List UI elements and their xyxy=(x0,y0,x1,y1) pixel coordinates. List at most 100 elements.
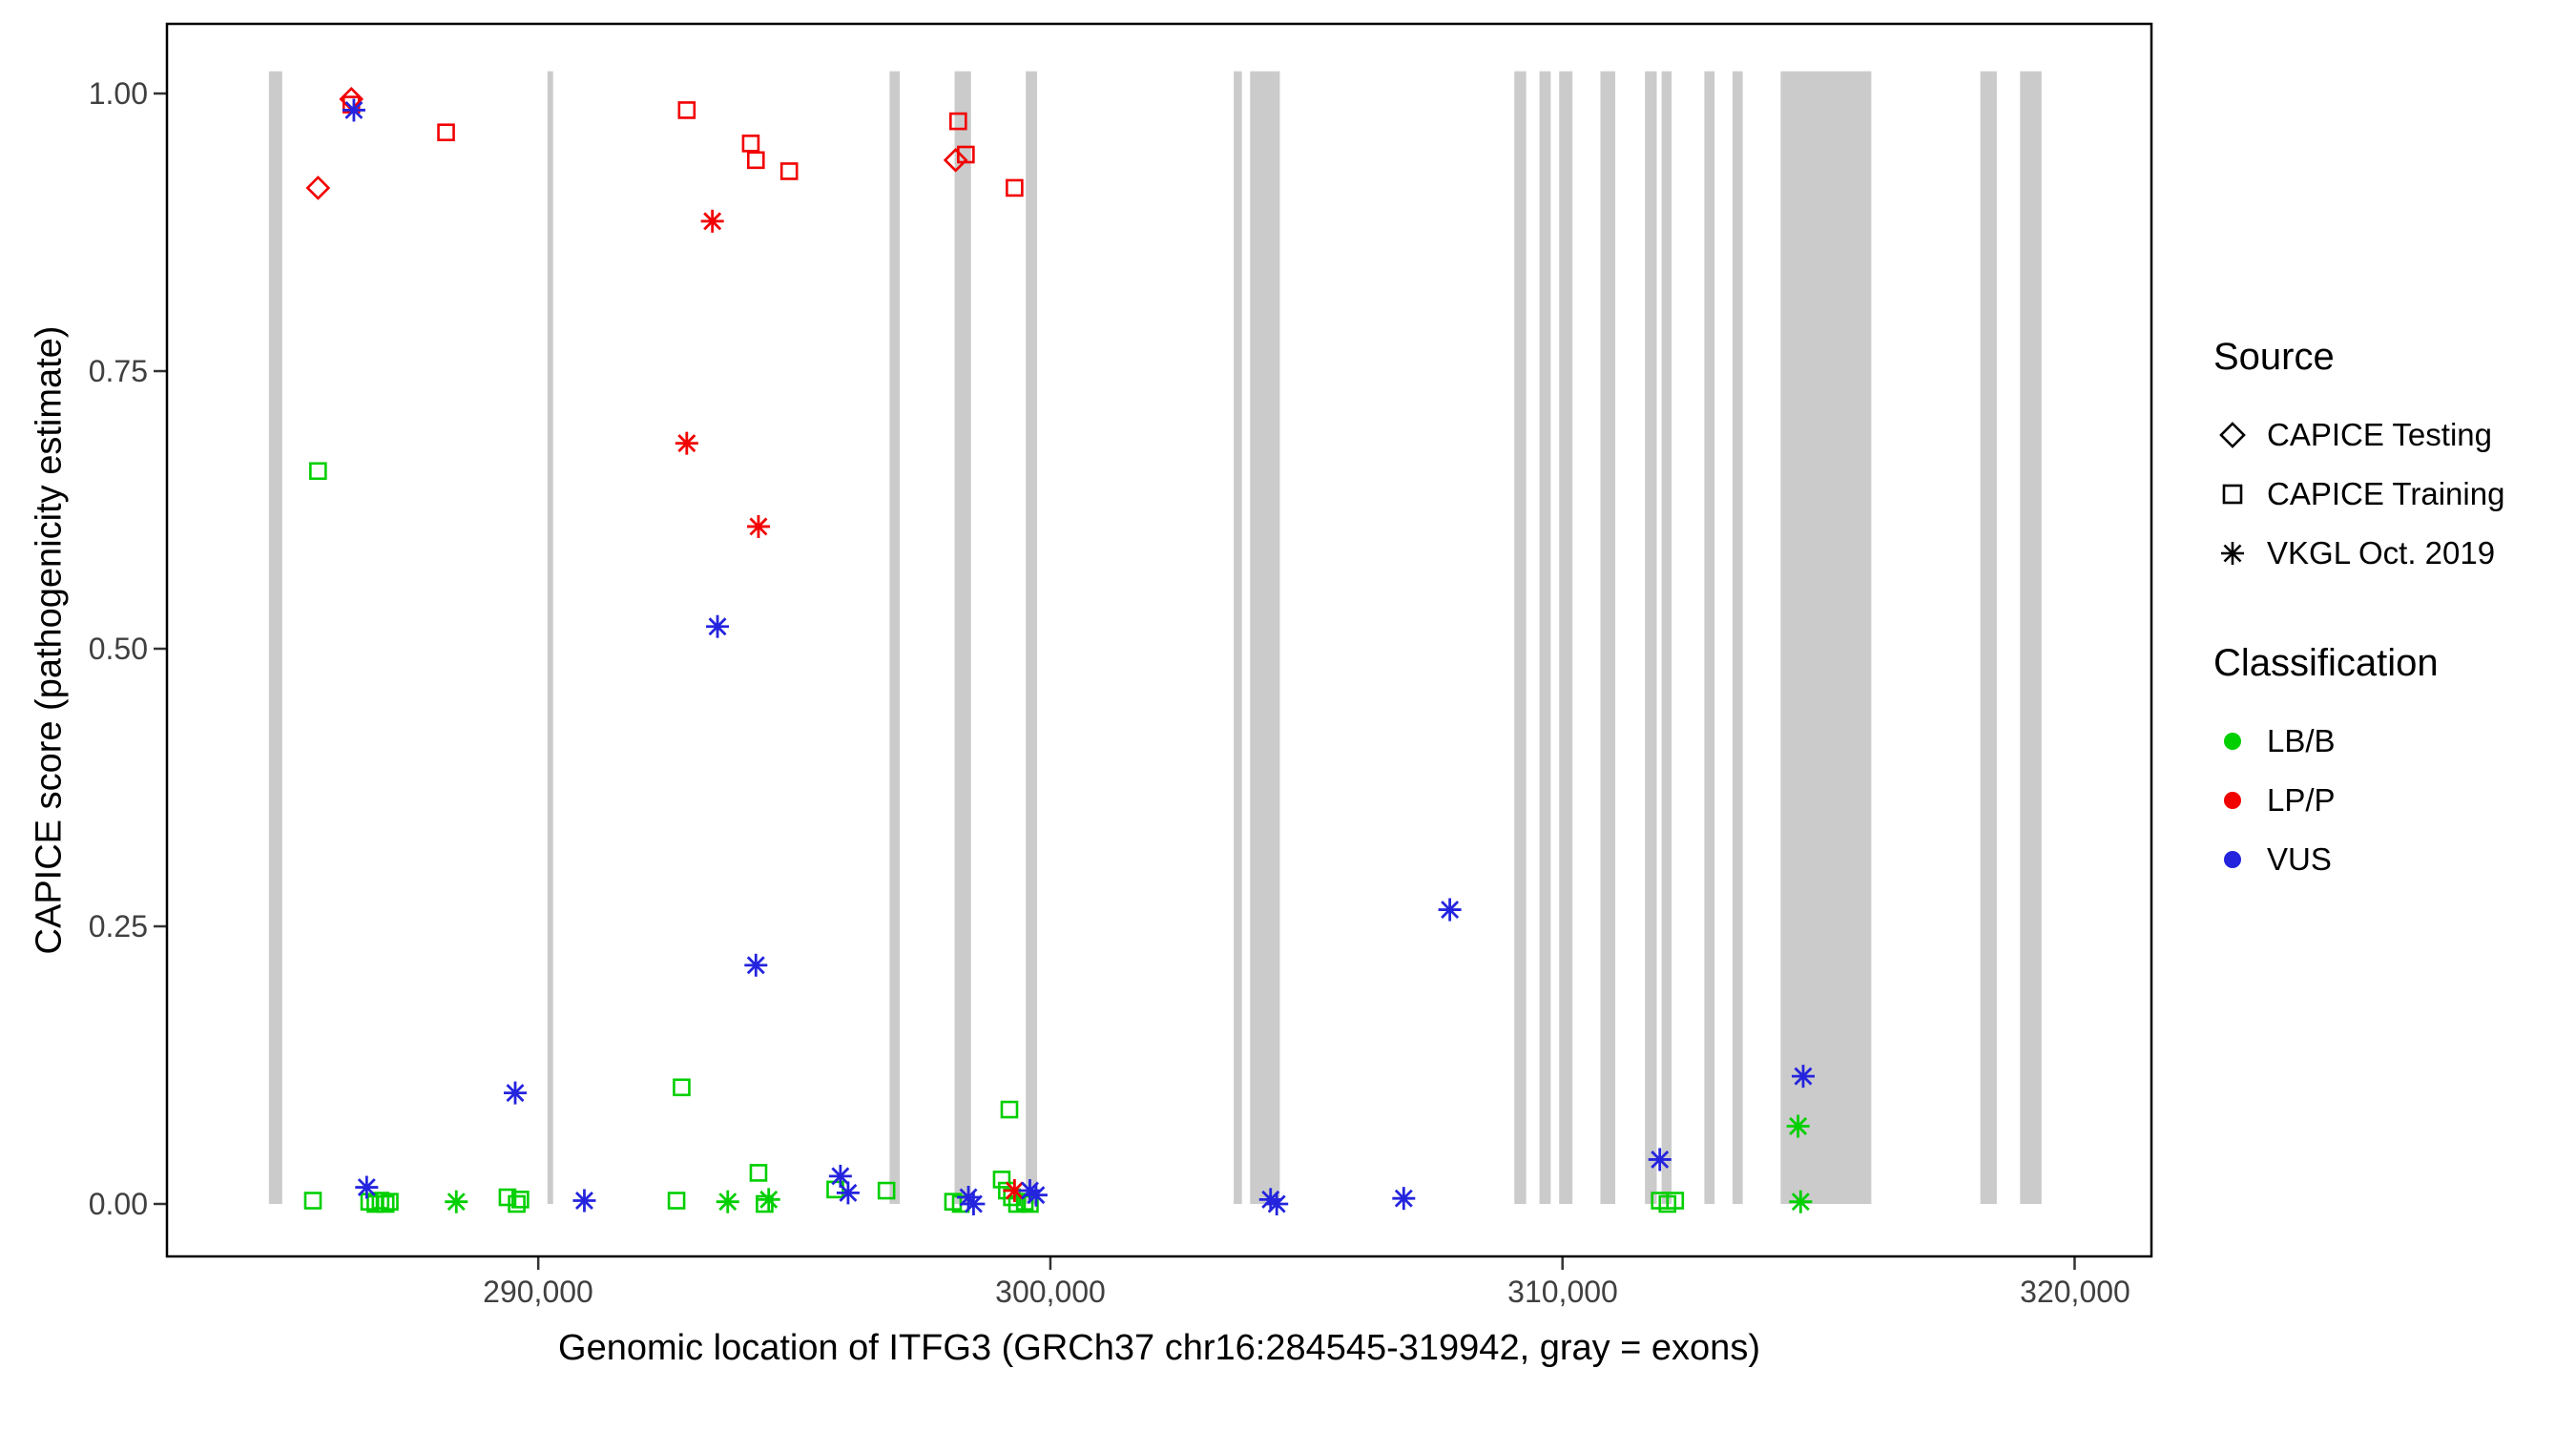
exon-bar xyxy=(954,71,971,1205)
data-point-asterisk xyxy=(1791,1065,1815,1089)
legend-source-title: Source xyxy=(2213,336,2335,378)
x-axis-title: Genomic location of ITFG3 (GRCh37 chr16:… xyxy=(558,1328,1760,1368)
red-dot-icon xyxy=(2224,792,2241,809)
data-point-asterisk xyxy=(700,209,724,233)
legend: Source CAPICE Testing CAPICE Training xyxy=(2213,336,2566,948)
y-tick-label-050: 0.50 xyxy=(88,632,148,666)
data-point-square xyxy=(667,1192,686,1210)
data-point-square xyxy=(741,135,760,153)
legend-item-label: VKGL Oct. 2019 xyxy=(2267,535,2496,570)
exon-bar xyxy=(1980,71,1997,1205)
data-point-asterisk xyxy=(836,1181,860,1205)
exon-bar xyxy=(547,71,553,1205)
data-point-square xyxy=(1000,1100,1019,1119)
data-point-asterisk xyxy=(1265,1192,1289,1215)
green-dot-icon xyxy=(2224,733,2241,750)
data-point-square xyxy=(673,1078,691,1097)
blue-dot-icon xyxy=(2224,851,2241,868)
data-point-asterisk xyxy=(706,614,730,638)
x-tick-label-310000: 310,000 xyxy=(1507,1275,1618,1309)
data-point-asterisk xyxy=(504,1081,528,1105)
data-point-asterisk xyxy=(572,1189,596,1213)
exon-bar xyxy=(889,71,901,1205)
y-tick-label-025: 0.25 xyxy=(88,909,148,944)
legend-item-label: VUS xyxy=(2267,841,2332,877)
plot-panel-border xyxy=(165,22,2153,1258)
data-point-asterisk xyxy=(1024,1183,1048,1207)
x-tick-label-290000: 290,000 xyxy=(483,1275,593,1309)
data-point-asterisk xyxy=(445,1190,468,1213)
data-point-asterisk xyxy=(355,1175,379,1199)
legend-classification: Classification LB/B LP/P VUS xyxy=(2213,642,2566,889)
exon-bar xyxy=(1732,71,1743,1205)
data-point-square xyxy=(1666,1192,1685,1210)
legend-source: Source CAPICE Testing CAPICE Training xyxy=(2213,336,2566,583)
data-point-asterisk xyxy=(716,1190,739,1213)
exon-bar xyxy=(1704,71,1715,1205)
legend-item-vus: VUS xyxy=(2213,830,2566,889)
data-point-square xyxy=(877,1181,896,1200)
legend-item-lbb: LB/B xyxy=(2213,712,2566,771)
data-point-asterisk xyxy=(746,514,770,538)
data-point-square xyxy=(309,462,327,481)
data-point-square xyxy=(303,1192,322,1210)
exon-bar xyxy=(1250,71,1280,1205)
data-point-asterisk xyxy=(1438,898,1462,922)
data-point-asterisk xyxy=(342,98,365,122)
exon-bar xyxy=(1559,71,1573,1205)
data-point-square xyxy=(992,1171,1011,1189)
data-point-square xyxy=(957,145,975,164)
data-point-asterisk xyxy=(757,1188,780,1212)
data-point-square xyxy=(381,1192,399,1211)
exon-bar xyxy=(2020,71,2042,1205)
data-point-asterisk xyxy=(1789,1190,1813,1213)
data-point-square xyxy=(677,101,696,119)
y-tick-label-075: 0.75 xyxy=(88,354,148,388)
data-point-square xyxy=(437,123,455,142)
data-point-asterisk xyxy=(675,431,698,455)
y-tick-label-100: 1.00 xyxy=(88,76,148,111)
exon-bar xyxy=(1645,71,1657,1205)
data-point-square xyxy=(749,1164,768,1182)
data-point-square xyxy=(511,1191,530,1209)
exon-bar xyxy=(1780,71,1872,1205)
x-tick-label-300000: 300,000 xyxy=(995,1275,1106,1309)
exon-bar xyxy=(1234,71,1242,1205)
exon-bar xyxy=(1539,71,1551,1205)
legend-item-capice-testing: CAPICE Testing xyxy=(2213,405,2566,465)
exon-bar xyxy=(1600,71,1615,1205)
data-point-square xyxy=(508,1194,526,1213)
square-icon xyxy=(2222,484,2243,505)
exon-bar xyxy=(1661,71,1672,1205)
diamond-icon xyxy=(2219,422,2246,448)
legend-item-label: CAPICE Training xyxy=(2267,476,2505,511)
data-point-square xyxy=(371,1192,390,1210)
data-point-square xyxy=(779,162,799,180)
asterisk-icon xyxy=(2221,542,2244,565)
legend-item-label: LP/P xyxy=(2267,782,2336,818)
legend-item-vkgl: VKGL Oct. 2019 xyxy=(2213,524,2566,583)
data-point-asterisk xyxy=(1786,1114,1810,1138)
data-point-asterisk xyxy=(744,953,768,977)
data-point-square xyxy=(746,151,765,170)
x-tick-label-320000: 320,000 xyxy=(2020,1275,2130,1309)
data-point-square xyxy=(1006,178,1024,197)
data-point-square xyxy=(376,1194,395,1213)
legend-item-capice-training: CAPICE Training xyxy=(2213,465,2566,524)
data-point-asterisk xyxy=(828,1164,852,1188)
data-point-asterisk xyxy=(962,1192,986,1215)
data-point-asterisk xyxy=(1392,1187,1416,1211)
exon-bar xyxy=(1514,71,1527,1205)
y-tick-label-000: 0.00 xyxy=(88,1187,148,1221)
data-point-asterisk xyxy=(1648,1148,1672,1172)
exon-bar xyxy=(268,71,282,1205)
data-point-square xyxy=(949,112,967,131)
exon-bar xyxy=(1026,71,1037,1205)
legend-item-label: LB/B xyxy=(2267,723,2336,758)
legend-item-label: CAPICE Testing xyxy=(2267,417,2492,452)
legend-classification-title: Classification xyxy=(2213,642,2439,684)
legend-item-lpp: LP/P xyxy=(2213,771,2566,830)
data-point-diamond xyxy=(943,148,968,173)
